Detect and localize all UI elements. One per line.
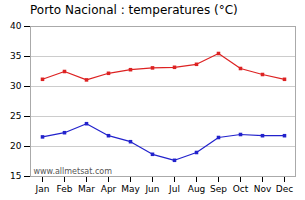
svg-text:Jul: Jul: [168, 184, 180, 194]
html-text:Porto Nacional : temperatures: Porto Nacional : temperatures (°C): [30, 3, 238, 17]
svg-text:Apr: Apr: [101, 184, 117, 194]
svg-text:15: 15: [10, 171, 21, 181]
svg-text:May: May: [121, 184, 140, 194]
svg-text:30: 30: [10, 81, 22, 91]
svg-text:25: 25: [10, 111, 21, 121]
svg-text:Oct: Oct: [233, 184, 249, 194]
svg-text:Mar: Mar: [78, 184, 95, 194]
svg-text:Nov: Nov: [254, 184, 272, 194]
svg-text:Aug: Aug: [188, 184, 206, 194]
svg-text:Dec: Dec: [276, 184, 293, 194]
svg-text:20: 20: [10, 141, 22, 151]
svg-text:www.allmetsat.com: www.allmetsat.com: [34, 167, 113, 176]
svg-text:35: 35: [10, 51, 21, 61]
svg-text:Feb: Feb: [57, 184, 73, 194]
svg-text:Jun: Jun: [144, 184, 159, 194]
svg-text:40: 40: [10, 21, 22, 31]
svg-text:Sep: Sep: [210, 184, 227, 194]
svg-text:Jan: Jan: [35, 184, 50, 194]
